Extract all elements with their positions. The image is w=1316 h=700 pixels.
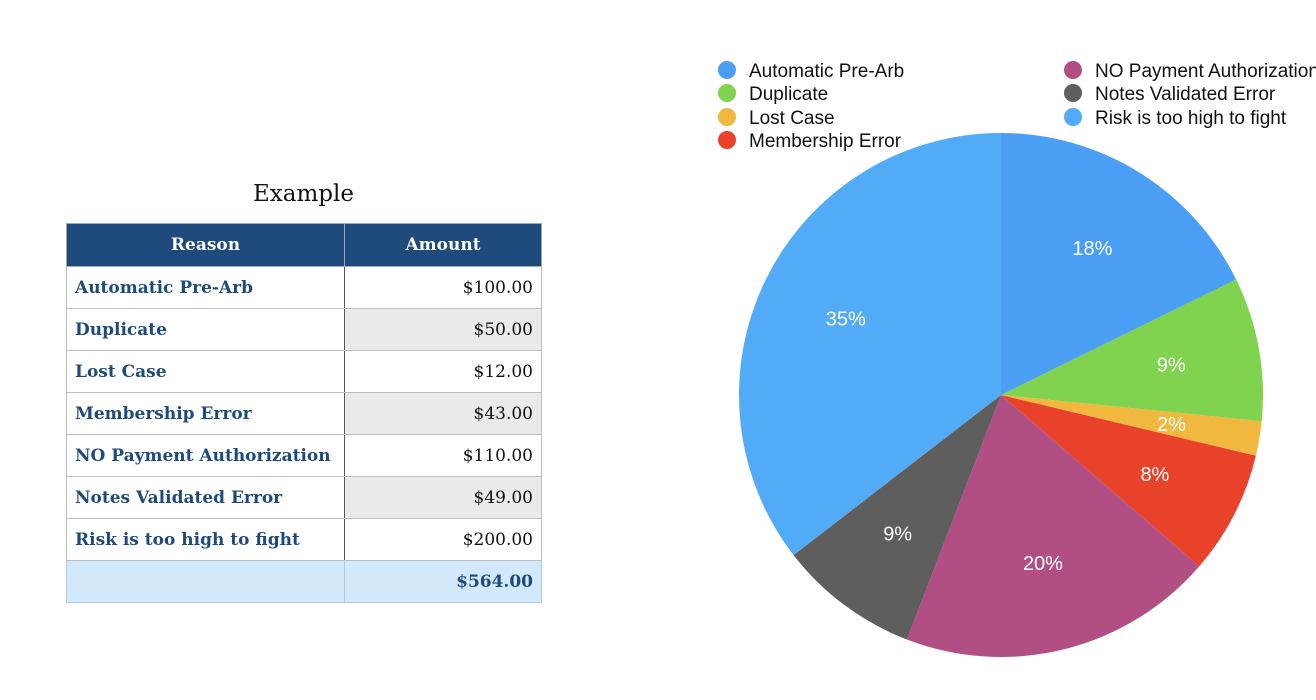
pie-slice-no-payment-authorization: [906, 395, 1200, 658]
slice-percent-label: 35%: [826, 309, 866, 331]
pie-slice-labels: 18% 9% 2% 8% 20% 9% 35%: [826, 238, 1186, 575]
total-amount: $564.00: [344, 560, 542, 603]
pie-slice-notes-validated-error: [793, 395, 1001, 640]
legend-label: Membership Error: [749, 131, 902, 152]
header-reason: Reason: [66, 223, 345, 267]
row-reason: Lost Case: [66, 350, 345, 393]
row-reason: NO Payment Authorization: [66, 434, 345, 477]
row-reason: Duplicate: [66, 308, 345, 351]
legend-item-membership-error: Membership Error: [718, 131, 902, 152]
table-row: Automatic Pre-Arb $100.00: [66, 266, 542, 309]
legend-label: Risk is too high to fight: [1095, 108, 1287, 129]
table-row: Lost Case $12.00: [66, 350, 542, 393]
legend-swatch: [1064, 61, 1082, 79]
row-amount: $100.00: [344, 266, 542, 309]
legend-swatch: [1064, 84, 1082, 102]
legend-item-no-payment-authorization: NO Payment Authorization: [1064, 61, 1316, 82]
table-row: Notes Validated Error $49.00: [66, 476, 542, 519]
row-reason: Notes Validated Error: [66, 476, 345, 519]
legend-label: Lost Case: [749, 108, 835, 129]
pie-slices: [739, 133, 1263, 658]
legend-label: Automatic Pre-Arb: [749, 61, 904, 82]
row-reason: Membership Error: [66, 392, 345, 435]
legend-swatch: [718, 108, 736, 126]
table-row: NO Payment Authorization $110.00: [66, 434, 542, 477]
legend-item-risk-is-too-high-to-fight: Risk is too high to fight: [1064, 108, 1287, 129]
summary-table-block: Example Reason Amount Automatic Pre-Arb …: [66, 176, 542, 603]
row-amount: $50.00: [344, 308, 542, 351]
row-amount: $43.00: [344, 392, 542, 435]
pie-slice-lost-case: [1001, 395, 1262, 456]
row-amount: $12.00: [344, 350, 542, 393]
row-amount: $49.00: [344, 476, 542, 519]
slice-percent-label: 2%: [1157, 414, 1186, 436]
slice-percent-label: 9%: [883, 524, 912, 546]
legend-swatch: [718, 131, 736, 149]
row-amount: $110.00: [344, 434, 542, 477]
legend-swatch: [718, 61, 736, 79]
total-label: [66, 560, 345, 603]
header-amount: Amount: [344, 223, 542, 267]
legend-swatch: [1064, 108, 1082, 126]
table-header-row: Reason Amount: [66, 223, 542, 267]
pie-slice-risk-is-too-high-to-fight: [739, 133, 1001, 556]
reason-amount-table: Reason Amount Automatic Pre-Arb $100.00 …: [66, 223, 542, 603]
slice-percent-label: 8%: [1140, 464, 1169, 486]
pie-chart-area: 18% 9% 2% 8% 20% 9% 35% Automatic Pre-Arb Dupli…: [700, 50, 1316, 700]
legend-item-duplicate: Duplicate: [718, 84, 828, 105]
slice-percent-label: 20%: [1023, 553, 1063, 575]
slice-percent-label: 9%: [1157, 354, 1186, 376]
pie-chart: 18% 9% 2% 8% 20% 9% 35% Automatic Pre-ArbDupli…: [718, 61, 1316, 658]
legend-item-lost-case: Lost Case: [718, 108, 835, 129]
pie-slice-membership-error: [1001, 395, 1256, 567]
total-row: $564.00: [66, 560, 542, 603]
legend-label: Notes Validated Error: [1095, 84, 1276, 105]
table-row: Risk is too high to fight $200.00: [66, 518, 542, 561]
legend-label: Duplicate: [749, 84, 828, 105]
row-reason: Automatic Pre-Arb: [66, 266, 345, 309]
slice-percent-label: 18%: [1072, 238, 1112, 260]
row-amount: $200.00: [344, 518, 542, 561]
row-reason: Risk is too high to fight: [66, 518, 345, 561]
table-title: Example: [253, 181, 354, 207]
legend-label: NO Payment Authorization: [1095, 61, 1316, 82]
table-row: Duplicate $50.00: [66, 308, 542, 351]
legend-item-notes-validated-error: Notes Validated Error: [1064, 84, 1276, 105]
pie-slice-duplicate: [1001, 279, 1263, 422]
pie-slice-automatic-pre-arb: [1001, 133, 1237, 395]
legend-swatch: [718, 84, 736, 102]
legend-item-automatic-pre-arb: Automatic Pre-Arb: [718, 61, 904, 82]
table-row: Membership Error $43.00: [66, 392, 542, 435]
